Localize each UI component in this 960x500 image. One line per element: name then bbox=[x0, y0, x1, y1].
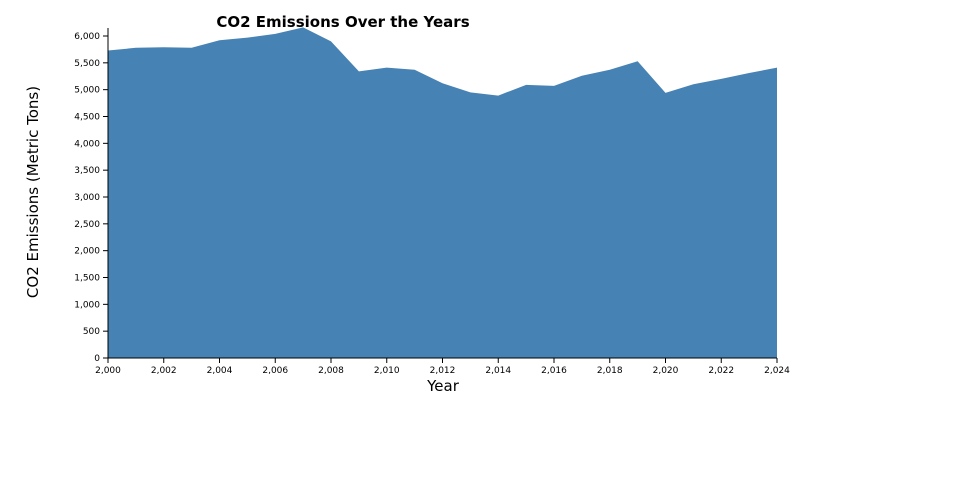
y-tick-label: 500 bbox=[83, 327, 100, 337]
area-series bbox=[108, 27, 777, 358]
x-axis-title: Year bbox=[426, 377, 460, 395]
x-tick-label: 2,024 bbox=[764, 366, 790, 376]
y-tick-label: 3,000 bbox=[74, 193, 100, 203]
x-tick-label: 2,004 bbox=[207, 366, 233, 376]
y-tick-label: 5,500 bbox=[74, 59, 100, 69]
plot-area bbox=[108, 27, 777, 358]
x-tick-label: 2,002 bbox=[151, 366, 177, 376]
y-tick-label: 1,000 bbox=[74, 300, 100, 310]
y-axis-title: CO2 Emissions (Metric Tons) bbox=[24, 86, 42, 298]
x-tick-label: 2,012 bbox=[430, 366, 456, 376]
x-tick-label: 2,000 bbox=[95, 366, 121, 376]
x-tick-label: 2,020 bbox=[653, 366, 679, 376]
x-tick-label: 2,014 bbox=[485, 366, 511, 376]
y-tick-label: 3,500 bbox=[74, 166, 100, 176]
x-tick-label: 2,018 bbox=[597, 366, 623, 376]
y-tick-label: 6,000 bbox=[74, 32, 100, 42]
y-tick-label: 4,000 bbox=[74, 139, 100, 149]
y-axis: 0 500 1,000 1,500 2,000 2,500 3,000 3,500 4,000 4… bbox=[74, 28, 109, 364]
y-tick-label: 2,000 bbox=[74, 247, 100, 257]
x-tick-label: 2,010 bbox=[374, 366, 400, 376]
x-tick-label: 2,008 bbox=[318, 366, 344, 376]
chart-title: CO2 Emissions Over the Years bbox=[216, 13, 469, 31]
y-tick-label: 1,500 bbox=[74, 274, 100, 284]
y-tick-label: 5,000 bbox=[74, 86, 100, 96]
x-tick-label: 2,016 bbox=[541, 366, 567, 376]
y-tick-label: 0 bbox=[94, 354, 100, 364]
x-axis: 2,000 2,002 2,004 2,006 2,008 2,010 2,012 2,014… bbox=[95, 357, 790, 376]
x-tick-label: 2,022 bbox=[708, 366, 734, 376]
x-tick-label: 2,006 bbox=[262, 366, 288, 376]
y-tick-label: 4,500 bbox=[74, 113, 100, 123]
y-tick-label: 2,500 bbox=[74, 220, 100, 230]
